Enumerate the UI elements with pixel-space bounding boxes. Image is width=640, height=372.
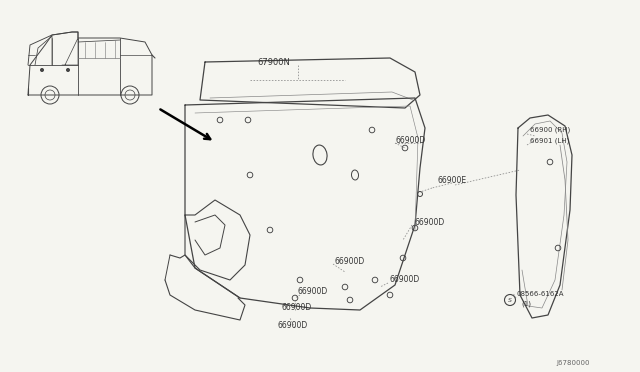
- Circle shape: [40, 68, 44, 71]
- Text: 66900 (RH): 66900 (RH): [530, 127, 570, 133]
- Ellipse shape: [351, 170, 358, 180]
- Text: 66900D: 66900D: [278, 321, 308, 330]
- Circle shape: [67, 68, 70, 71]
- Text: S: S: [508, 298, 512, 302]
- Text: 66900D: 66900D: [282, 302, 312, 311]
- Text: 67900N: 67900N: [257, 58, 290, 67]
- Text: 08566-6162A: 08566-6162A: [517, 291, 564, 297]
- Text: 66900D: 66900D: [396, 135, 426, 144]
- Text: J6780000: J6780000: [557, 360, 590, 366]
- Text: (1): (1): [521, 301, 531, 307]
- Ellipse shape: [313, 145, 327, 165]
- Text: 66900E: 66900E: [438, 176, 467, 185]
- Text: 66900D: 66900D: [390, 276, 420, 285]
- Text: 66900D: 66900D: [415, 218, 445, 227]
- Text: 66900D: 66900D: [298, 288, 328, 296]
- Text: 66900D: 66900D: [335, 257, 365, 266]
- Text: 66901 (LH): 66901 (LH): [530, 138, 570, 144]
